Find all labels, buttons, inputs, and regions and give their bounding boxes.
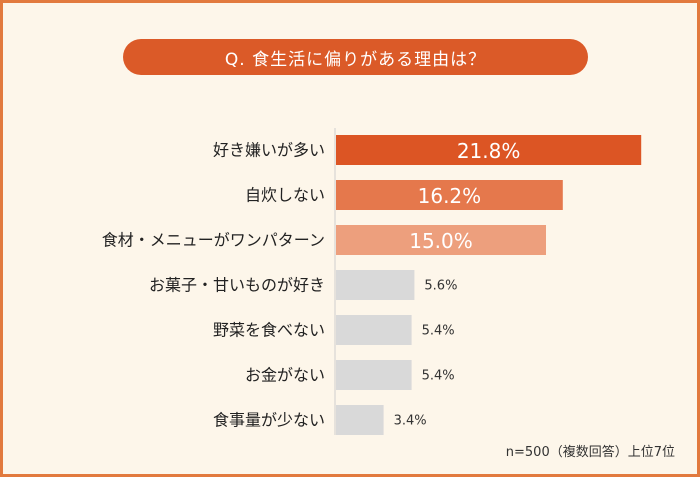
category-label: 食事量が少ない: [213, 411, 325, 430]
bar: [336, 270, 415, 300]
chart-title: Q. 食生活に偏りがある理由は？: [123, 39, 588, 75]
bar: [336, 225, 546, 255]
category-label: 食材・メニューがワンパターン: [102, 231, 325, 250]
bar: [336, 180, 563, 210]
chart-title-text: Q. 食生活に偏りがある理由は？: [224, 49, 487, 70]
sample-size-note: n=500（複数回答）上位7位: [505, 445, 675, 460]
bar: [336, 315, 412, 345]
bar-chart: 好き嫌いが多い 21.8% 自炊しない 16.2% 食材・メニューがワンパターン 15.0…: [102, 128, 642, 435]
bar: [336, 135, 642, 165]
category-label: 好き嫌いが多い: [213, 141, 325, 160]
data-label: 15.0%: [409, 229, 473, 253]
data-label: 16.2%: [418, 184, 482, 208]
bar: [336, 405, 384, 435]
data-label: 3.4%: [394, 414, 427, 429]
data-label: 5.6%: [424, 279, 457, 294]
bar: [336, 360, 412, 390]
data-label: 5.4%: [422, 369, 455, 384]
category-label: 自炊しない: [245, 186, 325, 205]
data-label: 5.4%: [422, 324, 455, 339]
data-label: 21.8%: [457, 139, 521, 163]
category-label: お菓子・甘いものが好き: [149, 276, 325, 295]
category-label: お金がない: [245, 366, 325, 385]
category-label: 野菜を食べない: [213, 321, 325, 340]
